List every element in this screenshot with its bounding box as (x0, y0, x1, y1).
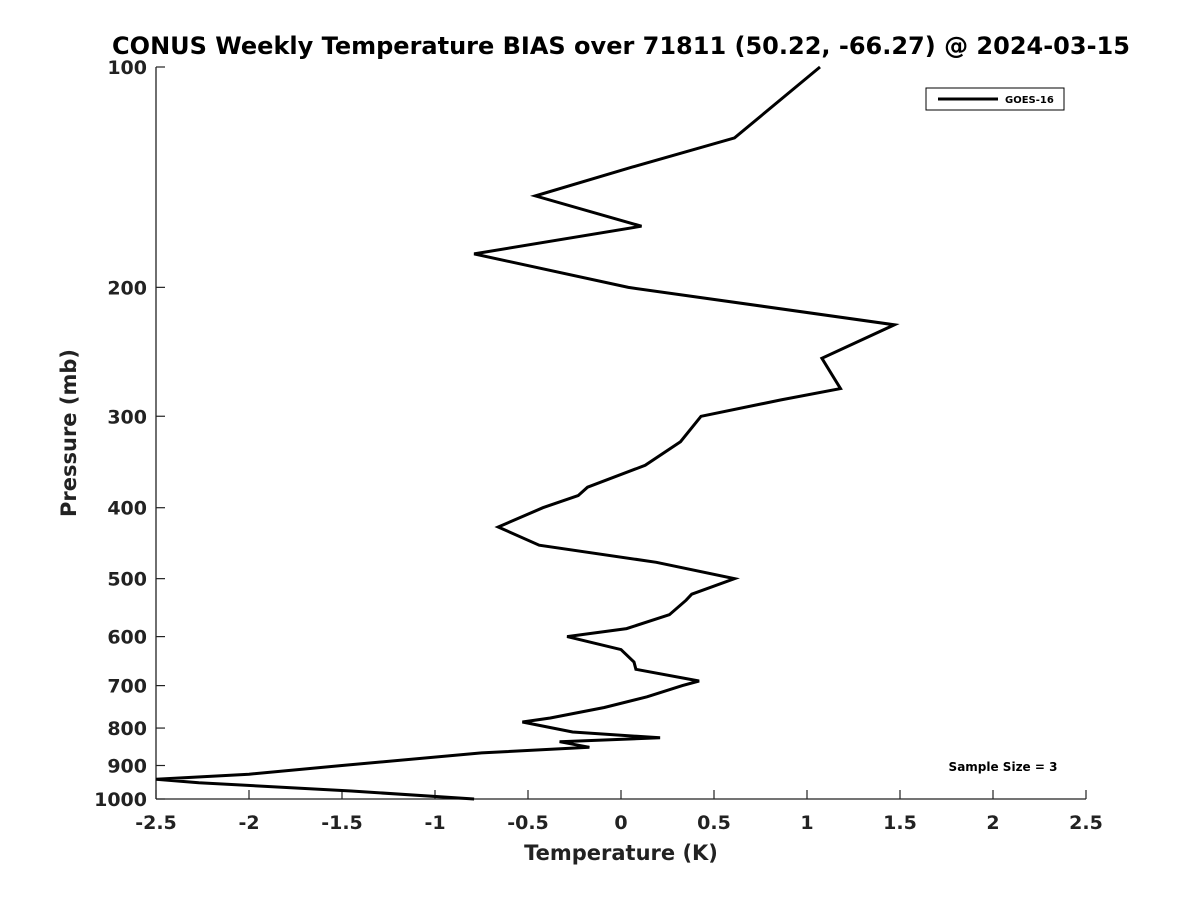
x-tick-label: 1 (800, 812, 813, 834)
x-tick-label: 2 (986, 812, 999, 834)
x-axis-ticks: -2.5 -2 -1.5 -1 -0.5 0 0.5 1 1.5 2 2.5 (135, 790, 1103, 834)
y-axis-ticks: 100 200 300 400 500 600 700 800 900 1000 (94, 57, 165, 811)
series-layer (155, 65, 900, 801)
x-tick-label: 1.5 (883, 812, 917, 834)
x-tick-label: 0 (614, 812, 627, 834)
legend: GOES-16 (925, 87, 1065, 111)
x-tick-label: -2.5 (135, 812, 177, 834)
y-tick-label: 500 (107, 569, 147, 591)
y-axis-label: Pressure (mb) (57, 349, 81, 517)
plot-frame (156, 67, 1086, 799)
legend-label-goes-16: GOES-16 (1005, 95, 1054, 106)
y-tick-label: 1000 (94, 789, 147, 811)
y-tick-label: 800 (107, 718, 147, 740)
y-tick-label: 400 (107, 498, 147, 520)
x-tick-label: 2.5 (1069, 812, 1103, 834)
x-axis-label: Temperature (K) (524, 841, 718, 865)
y-tick-label: 200 (107, 277, 147, 299)
sample-size-annotation: Sample Size = 3 (949, 760, 1058, 774)
y-tick-label: 300 (107, 406, 147, 428)
x-tick-label: -1.5 (321, 812, 363, 834)
y-tick-label: 600 (107, 627, 147, 649)
series-line-goes-16 (155, 65, 900, 801)
y-tick-label: 700 (107, 676, 147, 698)
x-tick-label: 0.5 (697, 812, 731, 834)
x-tick-label: -1 (424, 812, 445, 834)
chart-title: CONUS Weekly Temperature BIAS over 71811… (112, 32, 1130, 60)
y-tick-label: 100 (107, 57, 147, 79)
x-tick-label: -0.5 (507, 812, 549, 834)
y-tick-label: 900 (107, 756, 147, 778)
x-tick-label: -2 (238, 812, 259, 834)
